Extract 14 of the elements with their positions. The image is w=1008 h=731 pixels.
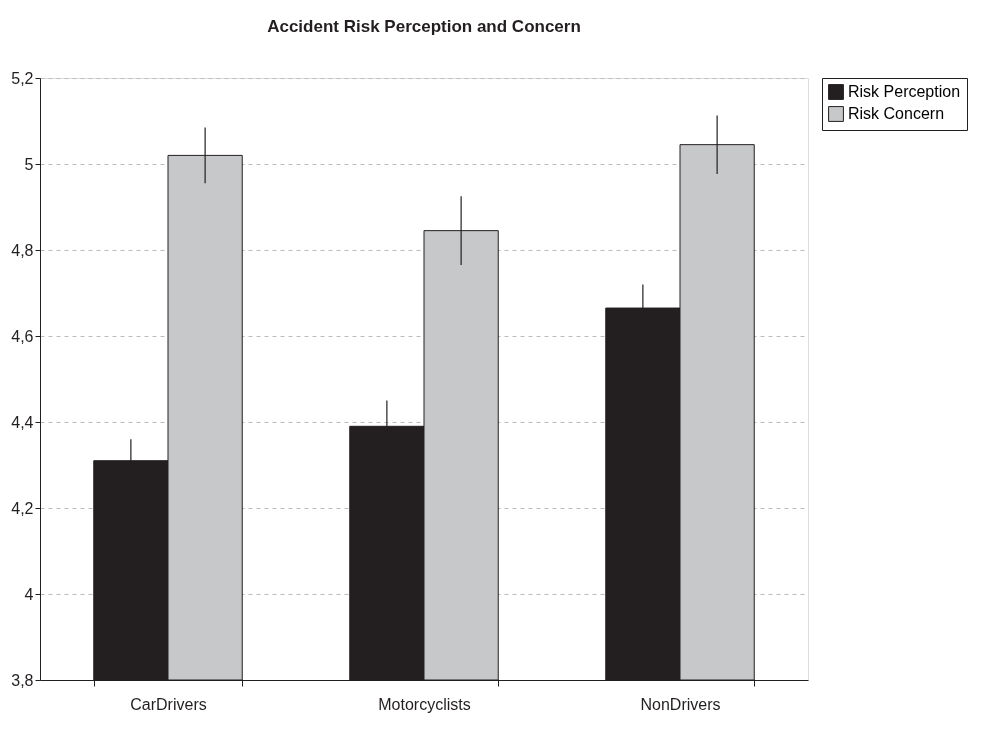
legend-label: Risk Perception — [848, 83, 961, 100]
y-tick-label: 3,8 — [11, 671, 34, 689]
y-tick-label: 4,2 — [11, 499, 34, 517]
chart-title: Accident Risk Perception and Concern — [267, 17, 581, 36]
y-tick-label: 5 — [24, 155, 34, 173]
y-tick-label: 4 — [24, 585, 34, 603]
legend-label: Risk Concern — [848, 105, 945, 122]
y-tick-label: 4,4 — [11, 413, 34, 431]
x-tick-label: NonDrivers — [640, 695, 721, 713]
y-tick-label: 4,6 — [11, 327, 34, 345]
x-tick-label: Motorcyclists — [378, 695, 471, 713]
x-tick-label: CarDrivers — [130, 695, 207, 713]
y-tick-label: 5,2 — [11, 69, 34, 87]
y-tick-label: 4,8 — [11, 241, 34, 259]
